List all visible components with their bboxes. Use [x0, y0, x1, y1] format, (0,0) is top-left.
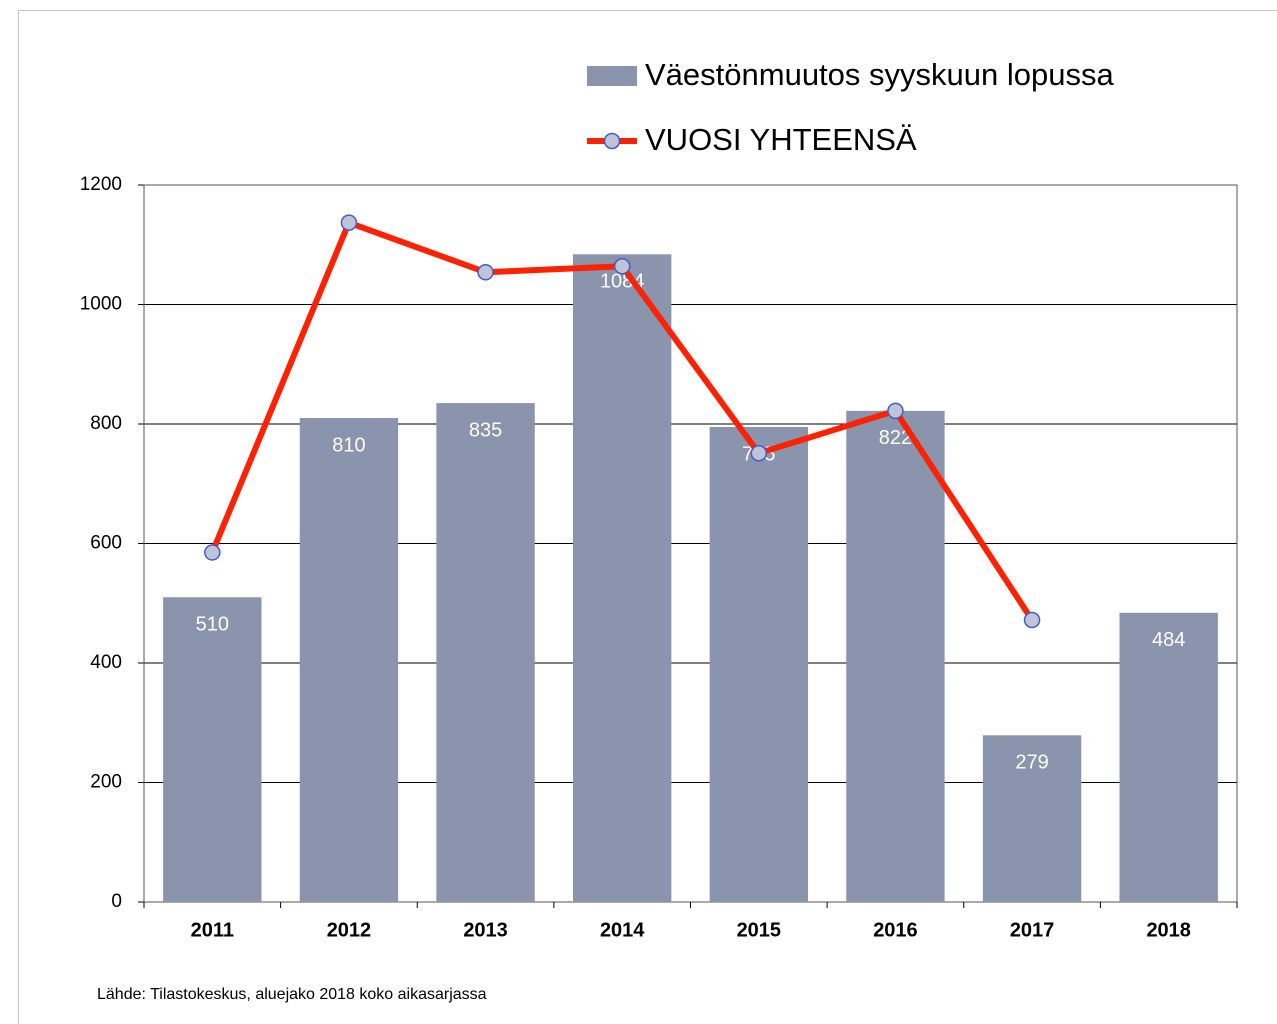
y-tick-label: 200	[90, 772, 122, 793]
x-tick-label: 2017	[1010, 919, 1055, 941]
line-marker	[340, 214, 358, 231]
x-tick-label: 2015	[737, 919, 782, 941]
data-label: 279	[1015, 752, 1048, 774]
line-marker	[613, 258, 631, 275]
data-label: 822	[879, 427, 912, 449]
x-tick-label: 2016	[873, 919, 918, 941]
data-label: 1084	[600, 271, 645, 293]
line-marker	[477, 263, 494, 281]
x-tick-label: 2018	[1146, 919, 1191, 941]
source-note: Lähde: Tilastokeskus, aluejako 2018 koko…	[97, 986, 487, 1003]
x-tick-label: 2014	[600, 919, 645, 941]
data-label: 835	[469, 419, 502, 441]
y-tick-label: 800	[90, 413, 122, 434]
legend-swatch	[587, 66, 637, 86]
y-tick-label: 600	[90, 533, 122, 554]
y-tick-label: 1200	[80, 174, 122, 195]
bar	[1119, 612, 1218, 902]
y-tick-label: 1000	[80, 294, 122, 315]
bar	[436, 403, 535, 902]
bar	[573, 254, 672, 902]
legend-label: VUOSI YHTEENSÄ	[645, 122, 917, 157]
bar	[163, 597, 262, 902]
bar	[846, 410, 945, 902]
bar	[709, 426, 808, 902]
bar	[982, 735, 1082, 902]
bar	[299, 418, 399, 902]
line-marker	[1023, 611, 1041, 629]
x-tick-label: 2011	[191, 919, 234, 941]
data-label: 484	[1152, 629, 1185, 651]
line-marker	[887, 402, 904, 420]
page-border	[18, 10, 1277, 1024]
legend-marker	[603, 132, 621, 150]
line-marker	[204, 544, 221, 561]
x-tick-label: 2012	[327, 919, 372, 941]
line-marker	[750, 445, 768, 462]
data-label: 510	[196, 614, 229, 636]
legend-label: Väestönmuutos syyskuun lopussa	[645, 57, 1114, 92]
y-tick-label: 0	[111, 891, 122, 912]
x-tick-label: 2013	[463, 919, 508, 941]
y-tick-label: 400	[90, 652, 122, 673]
data-label: 810	[332, 434, 365, 456]
